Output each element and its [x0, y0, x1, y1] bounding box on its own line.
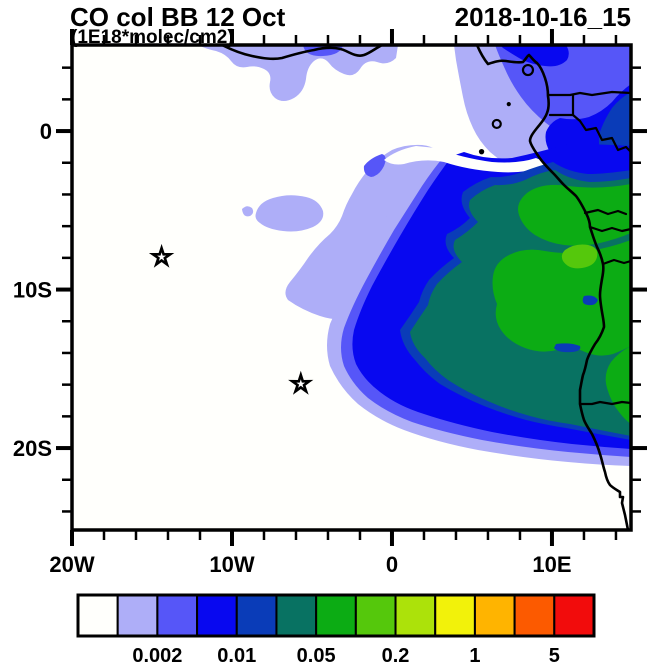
- x-axis-label: 0: [386, 552, 398, 577]
- star-marker-icon: [148, 243, 175, 268]
- colorbar-cell: [156, 594, 199, 637]
- plot-frame: [70, 43, 633, 532]
- plot-timestamp: 2018-10-16_15: [454, 2, 631, 32]
- colorbar-cell: [553, 594, 595, 637]
- colorbar-label: 0.002: [132, 645, 182, 667]
- colorbar-cell: [196, 594, 238, 637]
- border-gabon-congo: [571, 113, 631, 154]
- teal-dash-lv4-a: [554, 343, 581, 353]
- axis-tick-labels: 20W 10W 0 10E 0 10S 20S 0.002 0.01 0.05 0.2 1 5: [13, 119, 572, 667]
- x-axis-label: 10W: [209, 552, 254, 577]
- plume-green-strip-lv6: [605, 346, 631, 424]
- central-africa-coastline: [475, 45, 630, 530]
- colorbar-cell: [473, 594, 516, 637]
- annobon-island-icon: [478, 148, 485, 155]
- teal-dash-lv4-b: [582, 295, 598, 306]
- map-layers: [72, 45, 631, 530]
- colorbar-cell: [513, 594, 556, 637]
- west-oval-lv1: [255, 195, 324, 232]
- border-cameroon-line: [546, 90, 631, 97]
- x-axis-label: 10E: [532, 552, 571, 577]
- y-axis-label: 20S: [13, 436, 52, 461]
- y-axis-label: 0: [40, 119, 52, 144]
- colorbar-cell: [394, 594, 437, 637]
- axis-ticks: [56, 29, 647, 546]
- arm-lv1: [285, 144, 438, 320]
- x-axis-label: 20W: [49, 552, 94, 577]
- bioko-island-icon: [521, 63, 535, 77]
- colorbar-label: 5: [549, 645, 560, 667]
- colorbar-frame: [76, 593, 596, 638]
- top-band-lv1: [198, 45, 398, 101]
- colorbar-cell: [315, 594, 357, 637]
- colorbar-label: 1: [469, 645, 480, 667]
- star-marker-icon: [288, 370, 314, 395]
- plume-lv7-patch: [561, 244, 598, 269]
- sao-tome-island-icon: [491, 118, 502, 130]
- colorbar-cell: [235, 594, 278, 637]
- ne-block-lv3-top-blob: [500, 45, 569, 67]
- plume-green-main-lv6: [492, 240, 631, 356]
- arm-lv2-blob: [363, 154, 386, 177]
- border-angola-drc: [601, 258, 631, 266]
- colorbar-label: 0.2: [382, 645, 410, 667]
- border-cabinda-north: [583, 208, 628, 216]
- colorbar-cell: [116, 594, 159, 637]
- colorbar: [76, 593, 596, 638]
- y-axis-label: 10S: [13, 278, 52, 303]
- colorbar-cell: [354, 594, 397, 637]
- colorbar-cell: [77, 594, 119, 637]
- west-oval-dot-lv1: [242, 206, 254, 217]
- principe-island-icon: [506, 102, 511, 107]
- border-angola-namibia: [578, 400, 631, 406]
- plot-units-subtitle: (1E18*molec/cm2): [71, 27, 234, 48]
- white-corridor: [384, 146, 546, 173]
- colorbar-label: 0.05: [297, 645, 336, 667]
- border-congo-river: [588, 225, 631, 233]
- colorbar-label: 0.01: [217, 645, 256, 667]
- colorbar-cell: [275, 594, 318, 637]
- plot-title: CO col BB 12 Oct: [70, 2, 286, 32]
- gulf-of-guinea-coastline: [220, 45, 384, 61]
- colorbar-cell: [434, 594, 476, 637]
